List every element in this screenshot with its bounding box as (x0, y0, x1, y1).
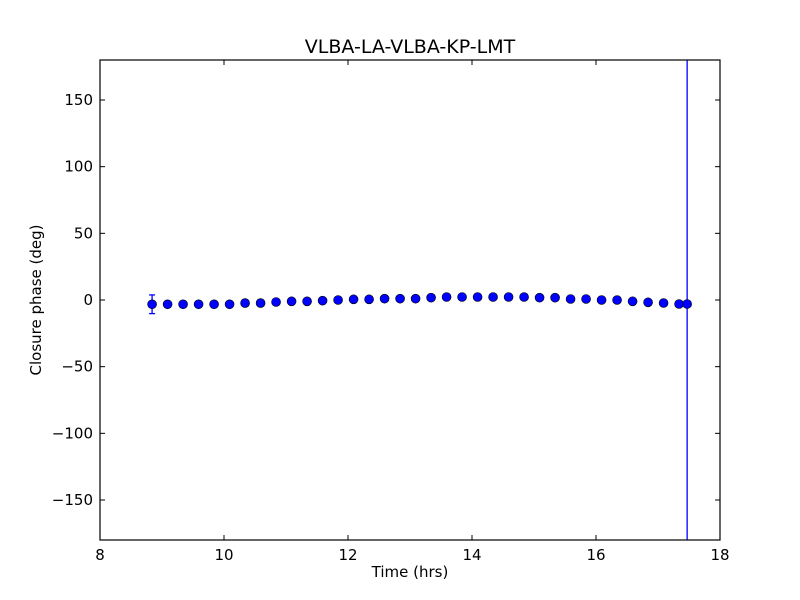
data-point (643, 297, 653, 308)
data-point (410, 293, 421, 304)
y-tick-label: 150 (64, 91, 93, 109)
x-tick-label: 14 (462, 546, 481, 564)
data-point (457, 292, 467, 302)
data-point (488, 292, 498, 302)
data-point (682, 299, 692, 309)
x-tick-label: 12 (338, 546, 357, 564)
y-tick-label: −100 (52, 424, 93, 442)
y-tick-label: 50 (74, 224, 93, 242)
x-tick-label: 8 (95, 546, 105, 564)
data-point (596, 295, 607, 305)
chart-title: VLBA-LA-VLBA-KP-LMT (305, 36, 516, 58)
y-axis-label: Closure phase (deg) (27, 225, 45, 376)
data-point (162, 299, 173, 310)
y-tick-label: −150 (52, 491, 93, 509)
data-point (550, 292, 560, 303)
data-point (581, 294, 591, 304)
x-axis-label: Time (hrs) (371, 563, 449, 581)
data-point (147, 299, 157, 310)
data-point (333, 295, 343, 305)
data-point (441, 292, 452, 302)
data-point (193, 299, 204, 310)
data-point (255, 298, 266, 308)
data-point (348, 294, 359, 305)
data-point (534, 292, 545, 303)
data-point (240, 298, 250, 308)
x-tick-label: 10 (214, 546, 233, 564)
data-point (519, 292, 529, 302)
x-tick-label: 16 (586, 546, 605, 564)
data-point (395, 293, 405, 304)
data-point (426, 292, 436, 303)
data-point (317, 295, 328, 306)
x-tick-label: 18 (710, 546, 729, 564)
data-point (658, 298, 669, 308)
data-point (627, 296, 638, 307)
plot-frame (99, 59, 721, 541)
y-tick-label: 0 (83, 291, 93, 309)
data-point (565, 294, 576, 304)
data-point (379, 293, 390, 304)
data-point (674, 299, 684, 309)
data-point (286, 296, 297, 307)
y-tick-label: −50 (61, 358, 93, 376)
data-point (271, 297, 281, 307)
data-point (503, 292, 514, 302)
data-point (364, 294, 374, 305)
data-point (472, 292, 483, 302)
y-tick-label: 100 (64, 158, 93, 176)
data-point (612, 295, 622, 305)
data-point (178, 299, 188, 310)
data-point (224, 299, 235, 310)
data-point (302, 296, 312, 307)
data-point (209, 299, 219, 310)
